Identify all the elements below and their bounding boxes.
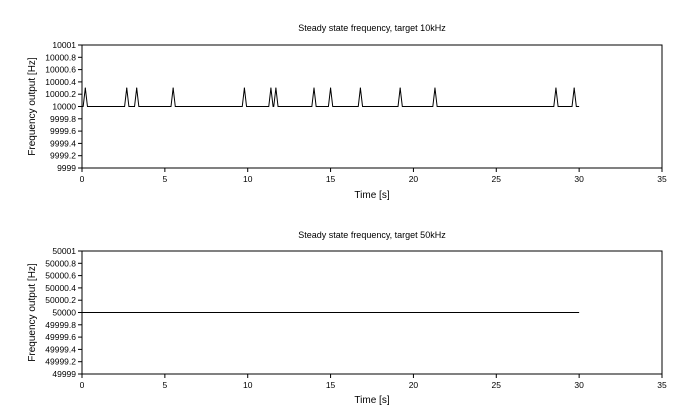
y-tick-label: 50000.6 (45, 271, 76, 281)
y-tick-label: 49999.2 (45, 357, 76, 367)
spike-point (313, 87, 315, 89)
y-tick-label: 50000.4 (45, 283, 76, 293)
chart-title: Steady state frequency, target 10kHz (298, 23, 446, 33)
y-tick-label: 50001 (52, 246, 76, 256)
x-tick-label: 10 (243, 380, 253, 390)
y-tick-label: 10000.8 (45, 52, 76, 62)
x-tick-label: 30 (574, 380, 584, 390)
y-tick-label: 9999.8 (50, 114, 76, 124)
x-tick-label: 30 (574, 174, 584, 184)
x-tick-label: 15 (326, 380, 336, 390)
x-axis-label: Time [s] (354, 395, 389, 406)
spike-point (399, 87, 401, 89)
spike-point (573, 87, 575, 89)
y-tick-label: 9999.4 (50, 138, 76, 148)
spike-point (329, 87, 332, 89)
y-tick-label: 10000.4 (45, 77, 76, 87)
spike-point (84, 87, 86, 89)
y-tick-label: 10001 (52, 40, 76, 50)
y-tick-label: 50000 (52, 308, 76, 318)
chart-1: Steady state frequency, target 10kHz 0 5 10… (27, 23, 667, 201)
x-tick-label: 0 (80, 380, 85, 390)
spike-point (275, 87, 277, 89)
x-tick-label: 35 (657, 380, 667, 390)
x-tick-label: 25 (492, 174, 502, 184)
spike-point (136, 87, 138, 89)
spike-point (270, 87, 272, 89)
series-line-1 (82, 87, 580, 107)
y-tick-label: 9999.2 (50, 151, 76, 161)
x-tick-label: 25 (492, 380, 502, 390)
x-axis-label: Time [s] (354, 190, 389, 201)
x-tick-label: 15 (326, 174, 336, 184)
y-tick-label: 10000.6 (45, 65, 76, 75)
y-tick-label: 49999.8 (45, 320, 76, 330)
x-tick-label: 10 (243, 174, 253, 184)
y-tick-label: 10000.2 (45, 89, 76, 99)
x-tick-label: 5 (162, 174, 167, 184)
spike-point (555, 87, 557, 89)
x-tick-label: 5 (162, 380, 167, 390)
chart-2: Steady state frequency, target 50kHz 0 5 10… (27, 230, 667, 406)
y-tick-label: 10000 (52, 102, 76, 112)
y-tick-label: 9999.6 (50, 126, 76, 136)
x-tick-label: 20 (409, 174, 419, 184)
y-tick-label: 49999 (52, 369, 76, 379)
y-axis-label: Frequency output [Hz] (27, 57, 38, 156)
spike-point (126, 87, 128, 89)
spike-point (243, 87, 245, 89)
y-tick-label: 50000.8 (45, 258, 76, 268)
spike-point (359, 87, 361, 89)
y-tick-label: 49999.6 (45, 332, 76, 342)
y-axis-label: Frequency output [Hz] (27, 263, 38, 362)
x-tick-label: 0 (80, 174, 85, 184)
spike-point (172, 87, 174, 89)
chart-title: Steady state frequency, target 50kHz (298, 230, 446, 240)
x-tick-label: 20 (409, 380, 419, 390)
spike-point (434, 87, 436, 89)
y-tick-label: 9999 (57, 163, 76, 173)
x-tick-label: 35 (657, 174, 667, 184)
y-tick-label: 49999.4 (45, 344, 76, 354)
y-tick-label: 50000.2 (45, 295, 76, 305)
